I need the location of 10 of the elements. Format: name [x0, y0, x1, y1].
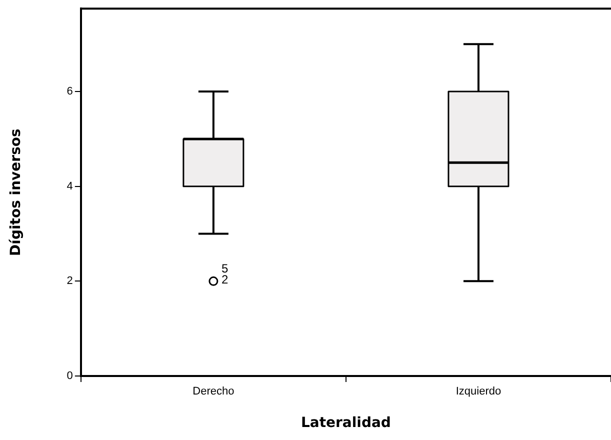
y-tick-label: 6: [66, 86, 73, 98]
y-tick-label: 0: [66, 370, 73, 382]
x-tick-label: Izquierdo: [456, 386, 502, 398]
y-tick-label: 4: [66, 180, 73, 192]
annotation: 2: [221, 272, 228, 286]
y-axis-title: Dígitos inversos: [8, 128, 24, 256]
x-axis-title: Lateralidad: [300, 415, 391, 432]
y-tick-label: 2: [66, 275, 73, 288]
x-tick-label: Derecho: [192, 386, 234, 398]
annotation: 5: [221, 262, 228, 276]
